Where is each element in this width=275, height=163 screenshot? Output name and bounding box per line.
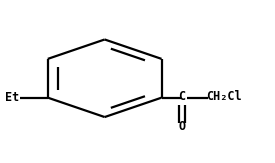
Text: C: C bbox=[178, 89, 186, 103]
Text: Et: Et bbox=[5, 91, 19, 104]
Text: CH₂Cl: CH₂Cl bbox=[206, 89, 242, 103]
Text: O: O bbox=[178, 120, 186, 133]
